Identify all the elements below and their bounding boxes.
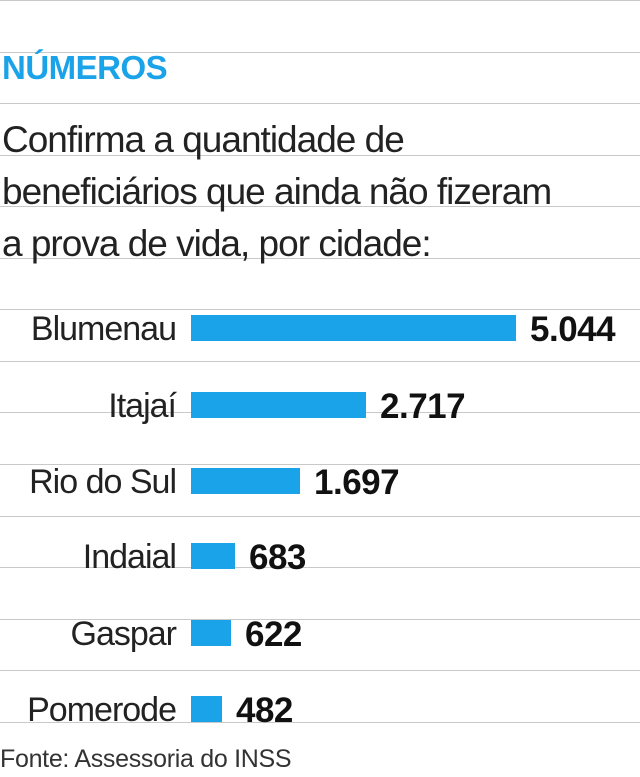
bar xyxy=(191,543,235,569)
rule xyxy=(0,516,640,517)
rule xyxy=(0,206,640,207)
section-heading: NÚMEROS xyxy=(2,49,168,86)
bar xyxy=(191,392,366,418)
value-label: 622 xyxy=(245,615,302,654)
category-label: Indaial xyxy=(83,538,176,576)
category-label: Gaspar xyxy=(71,615,177,653)
description-line: beneficiários que ainda não fizeram xyxy=(2,171,552,212)
value-label: 1.697 xyxy=(314,463,399,502)
rule xyxy=(0,361,640,362)
category-label: Pomerode xyxy=(27,691,176,729)
value-label: 5.044 xyxy=(530,310,616,349)
chart-description: Confirma a quantidade de beneficiários q… xyxy=(2,114,552,270)
category-label: Itajaí xyxy=(108,387,177,425)
bar xyxy=(191,620,231,646)
bar xyxy=(191,696,222,722)
source-note: Fonte: Assessoria do INSS xyxy=(0,745,292,773)
bar xyxy=(191,315,516,341)
bar xyxy=(191,468,300,494)
rule xyxy=(0,103,640,104)
rule xyxy=(0,0,640,1)
value-label: 482 xyxy=(236,691,293,730)
rule xyxy=(0,619,640,620)
rule xyxy=(0,567,640,568)
description-line: Confirma a quantidade de xyxy=(2,119,405,160)
rule xyxy=(0,52,640,53)
category-label: Rio do Sul xyxy=(29,463,176,501)
value-label: 2.717 xyxy=(380,387,465,426)
rule xyxy=(0,309,640,310)
rule xyxy=(0,722,640,723)
rule xyxy=(0,464,640,465)
rule xyxy=(0,258,640,259)
value-label: 683 xyxy=(249,538,306,577)
rule xyxy=(0,670,640,671)
rule xyxy=(0,155,640,156)
description-line: a prova de vida, por cidade: xyxy=(2,223,432,264)
category-label: Blumenau xyxy=(31,310,176,348)
